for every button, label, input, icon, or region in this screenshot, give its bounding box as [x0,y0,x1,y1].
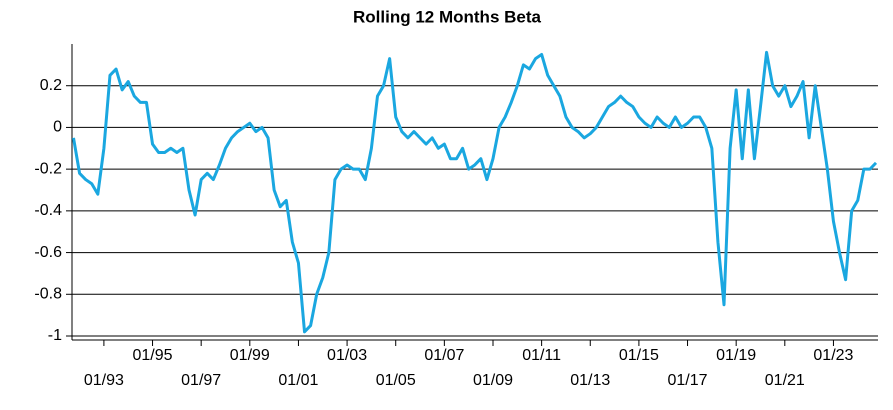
y-tick-label: -0.6 [34,244,62,261]
x-tick-label: 01/19 [716,347,756,364]
x-tick-label: 01/09 [473,372,513,389]
y-tick-label: -0.4 [34,202,62,219]
x-tick-label: 01/07 [424,347,464,364]
x-tick-label: 01/95 [133,347,173,364]
x-tick-label: 01/01 [278,372,318,389]
y-tick-label: -0.2 [34,160,62,177]
x-tick-label: 01/99 [230,347,270,364]
x-tick-label: 01/23 [813,347,853,364]
x-tick-label: 01/05 [376,372,416,389]
y-tick-label: 0 [53,119,62,136]
chart-title: Rolling 12 Months Beta [353,7,542,26]
x-tick-label: 01/93 [84,372,124,389]
data-line [72,50,878,334]
x-tick-label: 01/17 [668,372,708,389]
x-tick-label: 01/97 [181,372,221,389]
x-tick-label: 01/13 [570,372,610,389]
x-tick-label: 01/21 [765,372,805,389]
y-tick-label: -0.8 [34,286,62,303]
x-tick-label: 01/15 [619,347,659,364]
x-tick-label: 01/11 [522,347,561,364]
x-tick-label: 01/03 [327,347,367,364]
y-tick-label: 0.2 [40,77,62,94]
y-tick-label: -1 [48,327,62,344]
